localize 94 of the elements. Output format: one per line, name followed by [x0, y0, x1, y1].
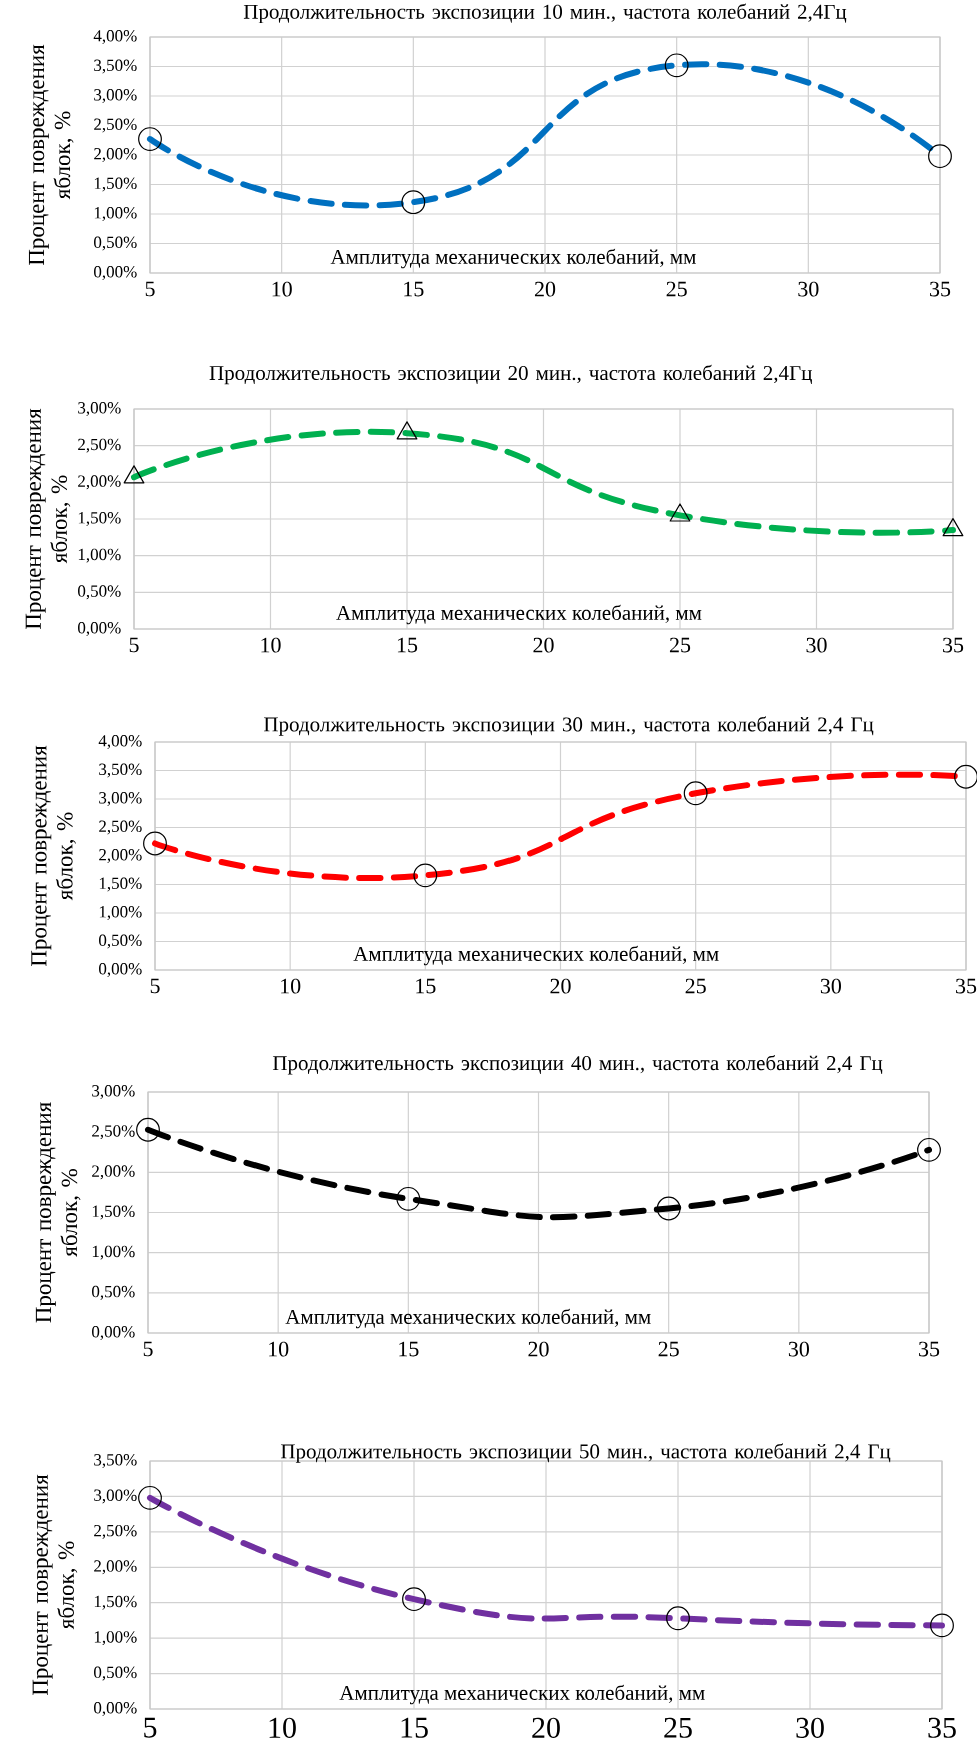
x-tick-label: 15 [404, 281, 424, 297]
x-tick-label: 15 [397, 637, 418, 653]
x-axis-title: Амплитуда механических колебаний, мм [336, 604, 702, 625]
y-tick-label: 1,50% [78, 512, 121, 526]
y-tick-label: 0,50% [92, 1285, 135, 1300]
y-tick-label: 2,00% [94, 1560, 137, 1575]
y-tick-label: 1,00% [94, 207, 137, 221]
x-tick-label: 10 [269, 1717, 296, 1738]
y-tick-label: 1,50% [94, 177, 137, 192]
x-tick-label: 30 [796, 1717, 824, 1738]
x-tick-label: 30 [820, 978, 841, 994]
x-tick-label: 25 [664, 1717, 692, 1738]
y-tick-label: 3,50% [99, 763, 142, 778]
x-tick-label: 20 [550, 978, 571, 994]
y-axis-title: Процент повреждения яблок, % [28, 44, 74, 266]
chart-title: Продолжительность экспозиции 20 мин., частота колебаний 2,4Гц [209, 364, 812, 385]
y-tick-label: 3,50% [94, 59, 137, 74]
y-tick-label: 3,00% [94, 1489, 137, 1504]
y-tick-label: 1,50% [99, 877, 142, 892]
x-tick-label: 35 [943, 637, 964, 653]
x-tick-label: 5 [144, 1717, 157, 1738]
y-tick-label: 2,50% [78, 438, 121, 453]
y-tick-label: 2,00% [78, 475, 121, 490]
y-axis-title: Процент повреждения яблок, % [25, 408, 71, 630]
y-axis-title: Процент повреждения яблок, % [31, 745, 76, 967]
x-tick-label: 5 [129, 637, 139, 653]
x-tick-label: 20 [534, 281, 556, 297]
chart-title: Продолжительность экспозиции 10 мин., частота колебаний 2,4Гц [243, 3, 847, 24]
chart-title: Продолжительность экспозиции 40 мин., частота колебаний 2,4 Гц [272, 1054, 883, 1075]
chart-title: Продолжительность экспозиции 30 мин., частота колебаний 2,4 Гц [263, 716, 874, 736]
x-tick-label: 35 [919, 1341, 940, 1357]
y-tick-label: 0,50% [78, 585, 121, 600]
y-tick-label: 3,50% [94, 1454, 137, 1468]
y-tick-label: 1,00% [78, 548, 121, 563]
x-tick-label: 5 [145, 281, 155, 297]
y-tick-label: 0,00% [92, 1326, 135, 1340]
y-tick-label: 3,00% [94, 89, 137, 103]
x-tick-label: 25 [666, 281, 687, 297]
y-tick-label: 1,00% [99, 906, 142, 920]
x-tick-label: 30 [798, 281, 819, 297]
y-tick-label: 2,50% [92, 1125, 135, 1140]
point [396, 1186, 421, 1211]
y-tick-label: 3,00% [92, 1085, 135, 1099]
y-tick-label: 1,00% [94, 1631, 137, 1646]
x-tick-label: 25 [685, 978, 706, 994]
x-tick-label: 35 [930, 281, 951, 297]
y-tick-label: 2,00% [94, 148, 137, 162]
y-tick-label: 1,50% [94, 1595, 137, 1610]
y-tick-label: 1,50% [92, 1205, 135, 1220]
y-tick-label: 2,00% [92, 1165, 135, 1180]
x-tick-label: 15 [416, 978, 436, 994]
y-tick-label: 0,00% [99, 963, 142, 977]
y-tick-label: 2,50% [99, 820, 142, 835]
x-tick-label: 35 [928, 1717, 956, 1738]
y-tick-label: 0,00% [78, 622, 121, 636]
x-tick-label: 20 [528, 1341, 549, 1357]
y-tick-label: 2,00% [99, 849, 142, 863]
y-axis-title: Процент повреждения яблок, % [32, 1474, 78, 1696]
x-axis-title: Амплитуда механических колебаний, мм [285, 1308, 651, 1329]
x-axis-title: Амплитуда механических колебаний, мм [330, 248, 696, 269]
point [656, 1196, 681, 1221]
x-tick-label: 5 [150, 978, 160, 994]
x-axis-title: Амплитуда механических колебаний, мм [339, 1684, 705, 1705]
x-tick-label: 20 [532, 1717, 560, 1738]
y-tick-label: 1,00% [92, 1245, 135, 1260]
y-tick-label: 0,50% [99, 934, 142, 949]
x-tick-label: 25 [658, 1341, 679, 1357]
chart-title: Продолжительность экспозиции 50 мин., частота колебаний 2,4 Гц [280, 1443, 891, 1463]
y-tick-label: 4,00% [93, 30, 137, 44]
x-tick-label: 15 [399, 1341, 419, 1357]
y-tick-label: 0,00% [94, 1702, 137, 1716]
x-tick-label: 15 [401, 1717, 428, 1738]
y-tick-label: 3,00% [99, 792, 142, 806]
point [917, 1137, 941, 1162]
y-tick-label: 2,50% [94, 1524, 137, 1539]
x-tick-label: 20 [533, 637, 554, 653]
y-tick-label: 0,50% [94, 236, 137, 251]
x-tick-label: 10 [272, 281, 292, 297]
x-tick-label: 10 [269, 1341, 289, 1357]
x-tick-label: 10 [281, 978, 301, 994]
x-tick-label: 10 [261, 637, 281, 653]
x-tick-label: 35 [956, 978, 977, 994]
point [136, 1117, 160, 1142]
y-tick-label: 2,50% [94, 118, 137, 133]
x-axis-title: Амплитуда механических колебаний, мм [353, 945, 719, 966]
x-tick-label: 30 [788, 1341, 809, 1357]
x-tick-label: 5 [143, 1341, 153, 1357]
y-tick-label: 3,00% [78, 402, 121, 416]
y-tick-label: 4,00% [98, 735, 142, 749]
x-tick-label: 30 [806, 637, 827, 653]
x-tick-label: 25 [669, 637, 691, 653]
y-axis-title: Процент повреждения яблок, % [35, 1102, 81, 1323]
y-tick-label: 0,50% [94, 1666, 137, 1681]
y-tick-label: 0,00% [94, 266, 137, 280]
